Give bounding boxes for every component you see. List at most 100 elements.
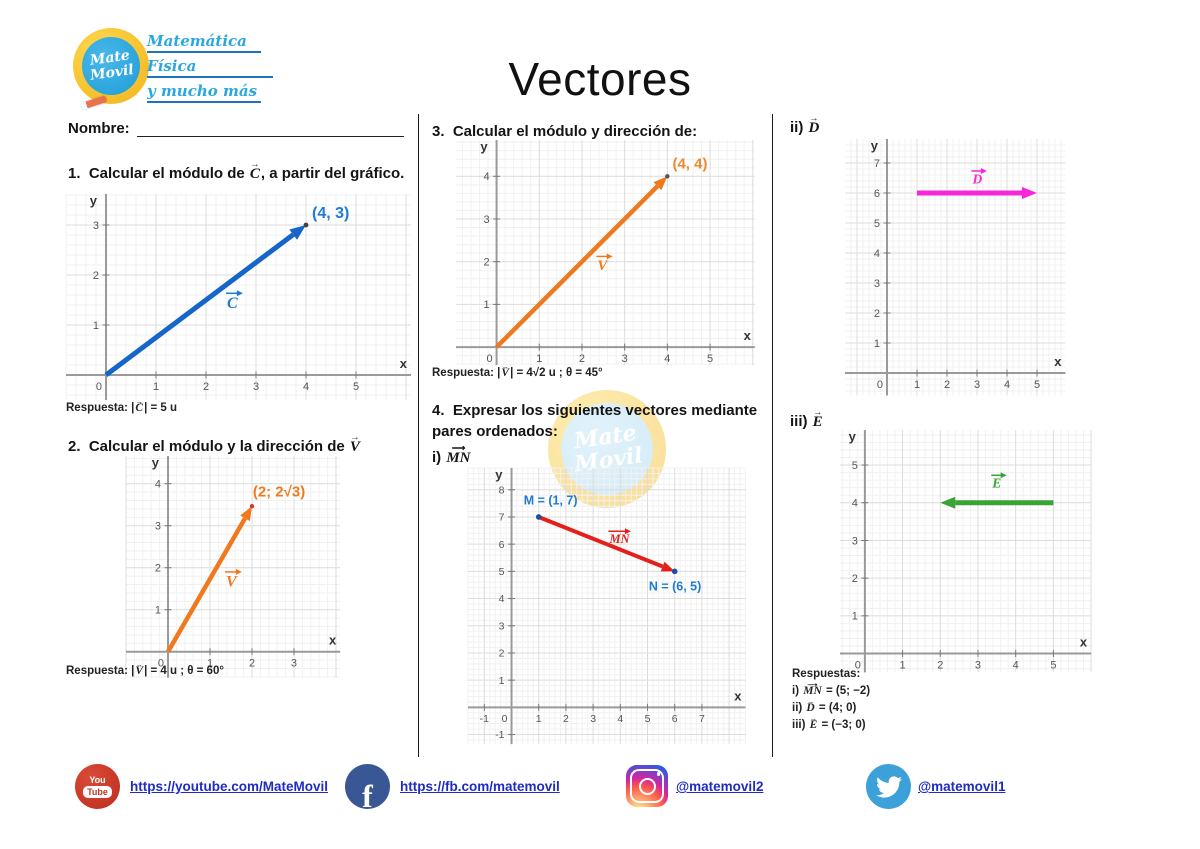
logo-tagline-2: Física xyxy=(147,57,273,78)
svg-text:0: 0 xyxy=(158,658,164,670)
instagram-handle[interactable]: @matemovil2 xyxy=(676,779,764,794)
answer-iii: iii) E = (−3; 0) xyxy=(792,717,870,734)
item-ii-label: ii) D xyxy=(790,119,820,136)
svg-text:6: 6 xyxy=(672,714,678,725)
svg-text:N = (6, 5): N = (6, 5) xyxy=(649,579,701,593)
svg-text:V: V xyxy=(226,574,238,591)
svg-text:4: 4 xyxy=(303,381,309,393)
svg-text:4: 4 xyxy=(617,714,623,725)
svg-text:3: 3 xyxy=(852,535,858,547)
youtube-icon: You Tube xyxy=(75,764,120,809)
problem-3-title: 3. Calcular el módulo y dirección de: xyxy=(432,123,698,140)
svg-text:3: 3 xyxy=(291,658,297,670)
svg-text:5: 5 xyxy=(645,714,651,725)
instagram-icon xyxy=(626,765,668,807)
svg-text:0: 0 xyxy=(486,353,492,365)
svg-text:x: x xyxy=(734,688,742,703)
svg-text:(2; 2√3): (2; 2√3) xyxy=(253,483,305,500)
svg-text:1: 1 xyxy=(914,379,920,391)
svg-text:7: 7 xyxy=(699,714,705,725)
column-divider-left xyxy=(418,114,419,757)
svg-text:6: 6 xyxy=(874,188,880,200)
svg-text:3: 3 xyxy=(155,521,161,533)
svg-text:5: 5 xyxy=(353,381,359,393)
problem-1-title: 1. Calcular el módulo de C, a partir del… xyxy=(68,163,404,184)
svg-text:2: 2 xyxy=(852,573,858,585)
svg-text:5: 5 xyxy=(1050,660,1056,672)
svg-text:1: 1 xyxy=(536,353,542,365)
svg-text:1: 1 xyxy=(153,381,159,393)
svg-text:5: 5 xyxy=(852,460,858,472)
graph-vector-e: x y 0 1 2 3 4 5 1 2 3 4 5 E xyxy=(840,429,1092,673)
name-blank-line xyxy=(136,120,404,137)
svg-text:1: 1 xyxy=(900,660,906,672)
svg-text:1: 1 xyxy=(536,714,542,725)
svg-text:3: 3 xyxy=(974,379,980,391)
svg-text:1: 1 xyxy=(852,611,858,623)
svg-text:3: 3 xyxy=(483,214,489,226)
svg-text:2: 2 xyxy=(874,308,880,320)
svg-text:1: 1 xyxy=(874,338,880,350)
svg-text:0: 0 xyxy=(877,379,883,391)
svg-text:4: 4 xyxy=(852,498,858,510)
svg-text:5: 5 xyxy=(1034,379,1040,391)
svg-text:2: 2 xyxy=(155,563,161,575)
svg-text:4: 4 xyxy=(1004,379,1010,391)
svg-text:(4, 4): (4, 4) xyxy=(672,156,707,173)
youtube-link[interactable]: https://youtube.com/MateMovil xyxy=(130,779,329,794)
graph-vector-v45: x y 0 1 2 3 4 5 1 2 3 4 (4, 4) V xyxy=(456,139,755,365)
svg-text:2: 2 xyxy=(483,257,489,269)
svg-text:4: 4 xyxy=(664,353,670,365)
pencil-icon xyxy=(80,95,108,110)
svg-text:y: y xyxy=(871,138,879,153)
twitter-bird-icon xyxy=(875,775,902,798)
svg-text:D: D xyxy=(972,171,983,186)
svg-text:y: y xyxy=(90,193,98,208)
problem-1-answer: Respuesta: |C| = 5 u xyxy=(66,402,177,415)
svg-text:4: 4 xyxy=(483,171,489,183)
svg-text:2: 2 xyxy=(203,381,209,393)
item-i-label: i) MN xyxy=(432,449,472,466)
svg-text:7: 7 xyxy=(499,513,505,524)
svg-text:2: 2 xyxy=(499,649,505,660)
logo-tagline-3: y mucho más xyxy=(147,82,261,103)
svg-text:2: 2 xyxy=(944,379,950,391)
svg-text:MN: MN xyxy=(608,532,630,546)
graph-vector-v60: x y 0 1 2 3 1 2 3 4 (2; 2√3) V xyxy=(125,455,341,678)
column-divider-right xyxy=(772,114,773,757)
graph-vector-c: x y 0 1 2 3 4 5 1 2 3 (4, 3) C xyxy=(65,193,411,400)
svg-text:4: 4 xyxy=(499,594,505,605)
twitter-icon xyxy=(866,764,911,809)
svg-text:2: 2 xyxy=(93,270,99,282)
svg-text:8: 8 xyxy=(499,485,505,496)
svg-text:M = (1, 7): M = (1, 7) xyxy=(524,494,578,508)
svg-text:7: 7 xyxy=(874,158,880,170)
svg-text:(4, 3): (4, 3) xyxy=(312,205,349,222)
svg-text:-1: -1 xyxy=(495,730,504,741)
twitter-handle[interactable]: @matemovil1 xyxy=(918,779,1006,794)
svg-text:0: 0 xyxy=(855,660,861,672)
svg-text:3: 3 xyxy=(253,381,259,393)
svg-text:1: 1 xyxy=(499,676,505,687)
watermark-logo: Mate Movil xyxy=(548,390,666,508)
svg-text:C: C xyxy=(227,295,238,312)
svg-text:3: 3 xyxy=(590,714,596,725)
matemovil-logo-icon: Mate Movil xyxy=(73,28,149,110)
item-iii-label: iii) E xyxy=(790,413,824,430)
logo-tagline-1: Matemática xyxy=(147,32,261,53)
answers-title: Respuestas: xyxy=(792,668,861,680)
svg-text:0: 0 xyxy=(502,714,508,725)
graph-vector-mn: x y 0 -1 1 2 3 4 5 6 7 -1 1 2 3 4 5 6 7 8 M = (1, 7) N = (6, … xyxy=(467,467,746,745)
svg-text:4: 4 xyxy=(1013,660,1019,672)
svg-text:y: y xyxy=(152,455,160,470)
facebook-link[interactable]: https://fb.com/matemovil xyxy=(400,779,560,794)
svg-text:2: 2 xyxy=(563,714,569,725)
svg-text:5: 5 xyxy=(874,218,880,230)
graph-vector-d: x y 0 1 2 3 4 5 1 2 3 4 5 6 7 D xyxy=(845,138,1066,396)
svg-text:2: 2 xyxy=(937,660,943,672)
answer-i: i) MN = (5; −2) xyxy=(792,683,870,700)
svg-text:1: 1 xyxy=(93,320,99,332)
svg-text:x: x xyxy=(1054,354,1062,369)
answer-ii: ii) D = (4; 0) xyxy=(792,700,870,717)
